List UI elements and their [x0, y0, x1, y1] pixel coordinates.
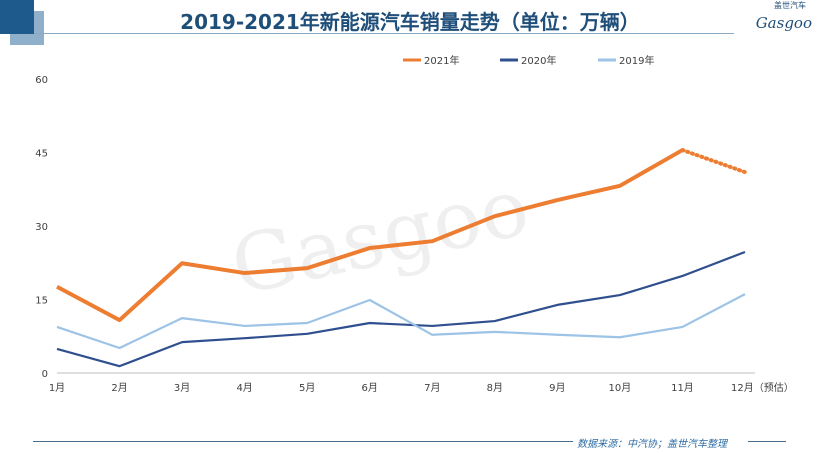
y-tick-label: 0: [42, 369, 48, 380]
y-tick-label: 60: [35, 75, 48, 86]
title-underline: [34, 33, 734, 34]
x-tick-label: 3月: [174, 382, 190, 394]
decor-square: [0, 0, 34, 34]
legend-label: 2019年: [619, 54, 654, 67]
footer-line: [748, 441, 786, 442]
series-line-2021年: [56, 148, 684, 323]
x-tick-label: 11月: [671, 382, 694, 394]
footer-line: [33, 441, 573, 442]
x-tick-label: 4月: [236, 382, 252, 394]
x-tick-label: 6月: [362, 382, 378, 394]
chart-title: 2019-2021年新能源汽车销量走势（单位：万辆）: [180, 10, 640, 34]
series-line-2019年: [56, 293, 746, 350]
x-tick-label: 12月（预估）: [731, 381, 794, 394]
y-tick-label: 15: [35, 296, 48, 307]
x-tick-label: 7月: [424, 382, 440, 394]
gasgoo-logo: Gasgoo: [755, 14, 812, 32]
source-note: 数据来源：中汽协；盖世汽车整理: [577, 439, 727, 450]
legend-label: 2020年: [521, 54, 556, 67]
series-line-2020年: [56, 250, 746, 368]
y-tick-label: 45: [35, 149, 48, 160]
x-tick-label: 1月: [49, 382, 65, 394]
legend-label: 2021年: [424, 54, 459, 67]
x-tick-label: 9月: [549, 382, 565, 394]
x-tick-label: 2月: [111, 382, 127, 394]
y-tick-label: 30: [35, 222, 48, 233]
x-tick-label: 5月: [299, 382, 315, 394]
logo-cn: 盖世汽车: [774, 1, 806, 10]
x-tick-label: 8月: [487, 382, 503, 394]
series-forecast-line: [680, 148, 747, 175]
x-tick-label: 10月: [609, 382, 632, 394]
